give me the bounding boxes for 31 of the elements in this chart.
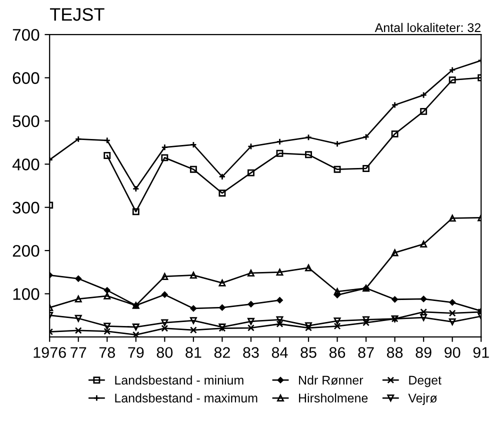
x-tick-label: 83: [243, 347, 259, 358]
legend-label: Hirsholmene: [299, 393, 368, 403]
x-tick-label: 82: [214, 347, 230, 358]
y-tick-label: 200: [12, 244, 40, 257]
legend-label: Ndr Rønner: [299, 375, 364, 385]
legend-label: Vejrø: [408, 393, 438, 405]
x-tick-label: 1976: [34, 347, 66, 358]
x-tick-label: 87: [358, 347, 374, 358]
x-tick-label: 85: [300, 347, 316, 358]
chart-title: TEJST: [50, 8, 104, 21]
legend-label: Landsbestand - maximum: [115, 393, 258, 403]
y-tick-label: 300: [12, 202, 40, 214]
y-tick-label: 100: [13, 288, 40, 300]
legend-label: Deget: [409, 376, 442, 388]
x-tick-label: 81: [186, 347, 202, 358]
x-tick-label: 77: [70, 347, 86, 358]
text: Antal lokaliteter: 32: [374, 22, 480, 32]
legend-label: Landsbestand - minium: [115, 375, 244, 385]
x-tick-label: 80: [156, 347, 173, 358]
y-tick-label: 600: [12, 72, 40, 84]
x-tick-label: 84: [272, 347, 288, 358]
x-tick-label: 78: [99, 347, 115, 358]
x-tick-label: 89: [416, 347, 432, 358]
y-tick-label: 700: [12, 28, 40, 41]
y-tick-label: 400: [12, 158, 40, 170]
x-tick-label: 79: [128, 347, 144, 358]
x-tick-label: 86: [329, 347, 346, 358]
x-tick-label: 90: [444, 347, 460, 358]
x-tick-label: 91: [473, 347, 489, 358]
x-tick-label: 88: [386, 347, 403, 358]
y-tick-label: 500: [12, 115, 40, 128]
